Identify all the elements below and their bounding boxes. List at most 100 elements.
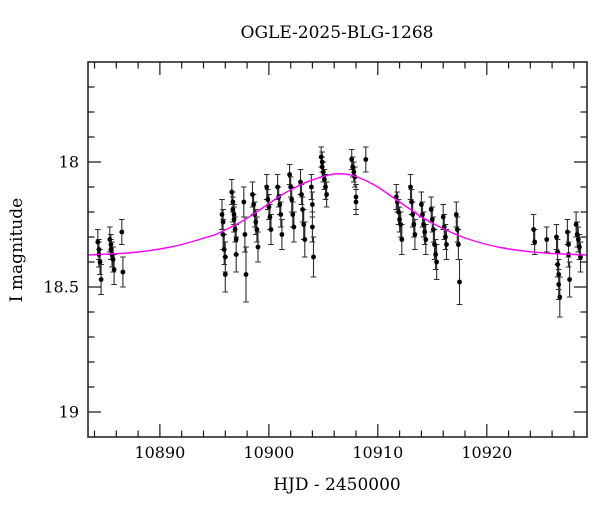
- data-point: [399, 237, 405, 242]
- data-point: [111, 267, 117, 272]
- error-bar-marks: [95, 146, 584, 318]
- data-point: [275, 184, 280, 190]
- data-point: [457, 279, 462, 285]
- data-point: [289, 197, 295, 202]
- data-point: [233, 252, 239, 257]
- data-point: [554, 234, 559, 240]
- data-point: [353, 194, 359, 200]
- data-point: [411, 222, 417, 227]
- data-point: [544, 237, 550, 242]
- data-point: [398, 222, 404, 227]
- data-point: [220, 219, 226, 225]
- data-point: [250, 192, 255, 197]
- data-point: [288, 184, 294, 190]
- data-point: [566, 242, 571, 247]
- data-point: [575, 237, 581, 242]
- data-point: [573, 222, 579, 227]
- x-tick-label: 10890: [134, 443, 185, 462]
- data-point: [120, 269, 126, 275]
- data-point: [220, 232, 226, 237]
- data-point: [577, 244, 582, 250]
- data-point: [232, 227, 238, 232]
- data-point: [578, 254, 583, 260]
- x-tick-label: 10900: [243, 443, 294, 462]
- y-tick-label: 18: [59, 153, 79, 172]
- y-tick-label: 18.5: [43, 278, 79, 297]
- data-point: [97, 259, 103, 265]
- data-point: [298, 179, 303, 185]
- error-bars: [95, 146, 584, 318]
- data-point: [253, 219, 259, 225]
- data-point: [265, 197, 271, 202]
- data-point: [433, 252, 438, 257]
- data-point: [431, 227, 436, 232]
- data-point: [428, 207, 434, 212]
- data-point: [108, 247, 114, 252]
- data-point: [311, 254, 316, 260]
- data-point: [363, 157, 369, 162]
- data-point: [287, 172, 292, 177]
- data-point: [444, 242, 449, 247]
- data-point: [320, 169, 326, 175]
- data-point: [229, 189, 235, 195]
- data-point: [420, 212, 425, 217]
- tick-marks: [88, 62, 587, 437]
- data-point: [233, 237, 239, 242]
- data-point: [422, 229, 428, 235]
- chart-title: OGLE-2025-BLG-1268: [241, 23, 434, 43]
- data-point: [324, 192, 329, 197]
- data-point: [230, 207, 236, 212]
- data-point: [432, 242, 437, 247]
- data-point: [309, 184, 314, 190]
- data-point: [110, 257, 116, 262]
- y-tick-label: 19: [59, 403, 79, 422]
- data-point: [254, 227, 260, 232]
- data-point: [231, 212, 237, 217]
- data-point: [299, 192, 304, 197]
- data-point: [440, 214, 446, 220]
- data-point: [412, 232, 418, 237]
- data-point: [409, 199, 414, 205]
- data-point: [290, 212, 296, 217]
- axes-frame: [87, 61, 588, 438]
- data-point: [349, 157, 355, 162]
- data-point: [310, 224, 315, 230]
- data-point: [323, 184, 328, 190]
- data-point: [98, 277, 104, 282]
- data-point: [443, 234, 448, 240]
- data-point: [95, 239, 101, 245]
- data-point: [266, 204, 272, 210]
- data-point: [350, 164, 356, 170]
- data-point: [531, 227, 536, 232]
- data-point: [242, 232, 248, 237]
- data-point: [255, 244, 261, 250]
- data-point: [277, 202, 283, 207]
- data-point: [221, 247, 227, 252]
- data-point: [456, 242, 461, 247]
- plot-frame: [87, 61, 588, 438]
- data-point: [108, 242, 114, 247]
- data-point: [429, 217, 435, 222]
- microlensing-model-curve: [87, 173, 588, 256]
- data-point: [119, 229, 125, 235]
- data-point: [302, 237, 308, 242]
- data-point: [556, 282, 562, 287]
- x-axis-label: HJD - 2450000: [273, 475, 401, 495]
- data-point: [396, 209, 401, 215]
- data-point: [454, 227, 460, 232]
- data-point: [279, 232, 285, 237]
- data-point: [419, 202, 424, 207]
- data-point: [319, 159, 325, 165]
- data-point: [556, 272, 562, 277]
- x-tick-label: 10910: [352, 443, 403, 462]
- data-point: [267, 214, 273, 220]
- data-point: [555, 262, 560, 267]
- data-point: [222, 254, 228, 260]
- data-point: [222, 272, 228, 277]
- data-point: [453, 212, 459, 217]
- data-point: [557, 294, 563, 300]
- data-point: [291, 224, 297, 230]
- data-point: [574, 232, 580, 237]
- data-point: [351, 169, 357, 175]
